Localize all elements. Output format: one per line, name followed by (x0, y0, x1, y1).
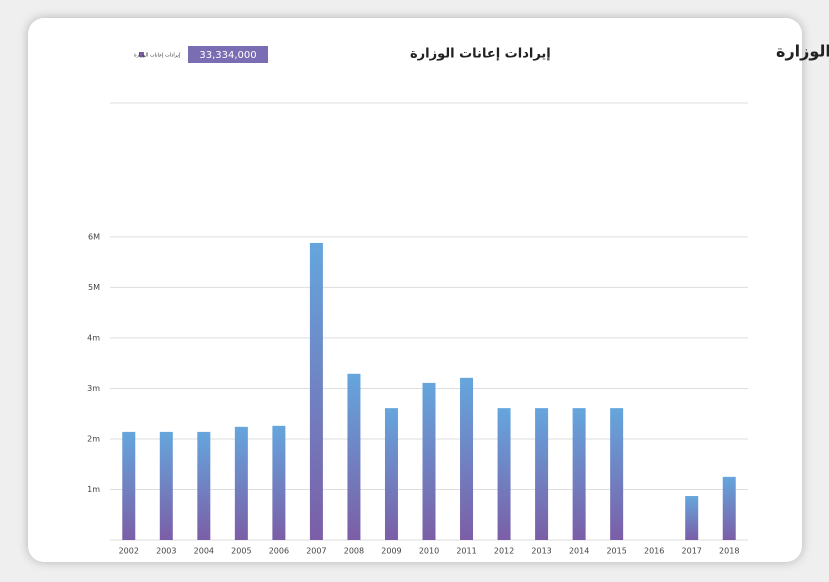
x-tick-label: 2004 (194, 547, 214, 556)
bar (422, 382, 436, 540)
bar (197, 431, 211, 540)
x-tick-label: 2003 (156, 547, 176, 556)
legend-label: إيرادات إعانات الوزارة (134, 53, 181, 59)
legend-swatch (139, 52, 144, 57)
kpi-label: إيرادات إعانات الوزارة (410, 47, 551, 62)
y-tick-label: 2m (87, 434, 100, 443)
bar (685, 496, 699, 540)
y-tick-label: 3m (87, 384, 100, 393)
x-tick-label: 2013 (531, 547, 551, 556)
x-tick-label: 2018 (719, 547, 739, 556)
x-tick-label: 2006 (269, 547, 289, 556)
bar (234, 426, 248, 540)
bar (347, 373, 361, 540)
bar (122, 431, 136, 540)
bar (309, 242, 323, 540)
bar (159, 431, 173, 540)
x-tick-label: 2002 (119, 547, 139, 556)
bar (572, 408, 586, 540)
bar (497, 408, 511, 540)
y-tick-label: 6M (88, 232, 100, 241)
page-title: إيرادات إعانات الوزارة (776, 42, 829, 61)
kpi-value: 33,334,000 (199, 50, 256, 61)
y-tick-label: 1m (87, 485, 100, 494)
bar (535, 408, 549, 540)
x-tick-label: 2015 (606, 547, 626, 556)
x-tick-label: 2014 (569, 547, 589, 556)
x-tick-label: 2009 (381, 547, 401, 556)
bar (272, 425, 286, 540)
x-tick-label: 2011 (456, 547, 476, 556)
x-tick-label: 2017 (682, 547, 702, 556)
x-tick-label: 2016 (644, 547, 664, 556)
x-tick-label: 2010 (419, 547, 439, 556)
x-tick-label: 2007 (306, 547, 326, 556)
x-tick-label: 2012 (494, 547, 514, 556)
bar (460, 377, 474, 540)
x-tick-label: 2005 (231, 547, 251, 556)
card (28, 18, 802, 562)
bar (722, 476, 736, 540)
kpi-box (188, 46, 268, 63)
bar (384, 408, 398, 540)
y-tick-label: 5M (88, 283, 100, 292)
y-tick-label: 4m (87, 333, 100, 342)
x-tick-label: 2008 (344, 547, 364, 556)
bar (610, 408, 624, 540)
